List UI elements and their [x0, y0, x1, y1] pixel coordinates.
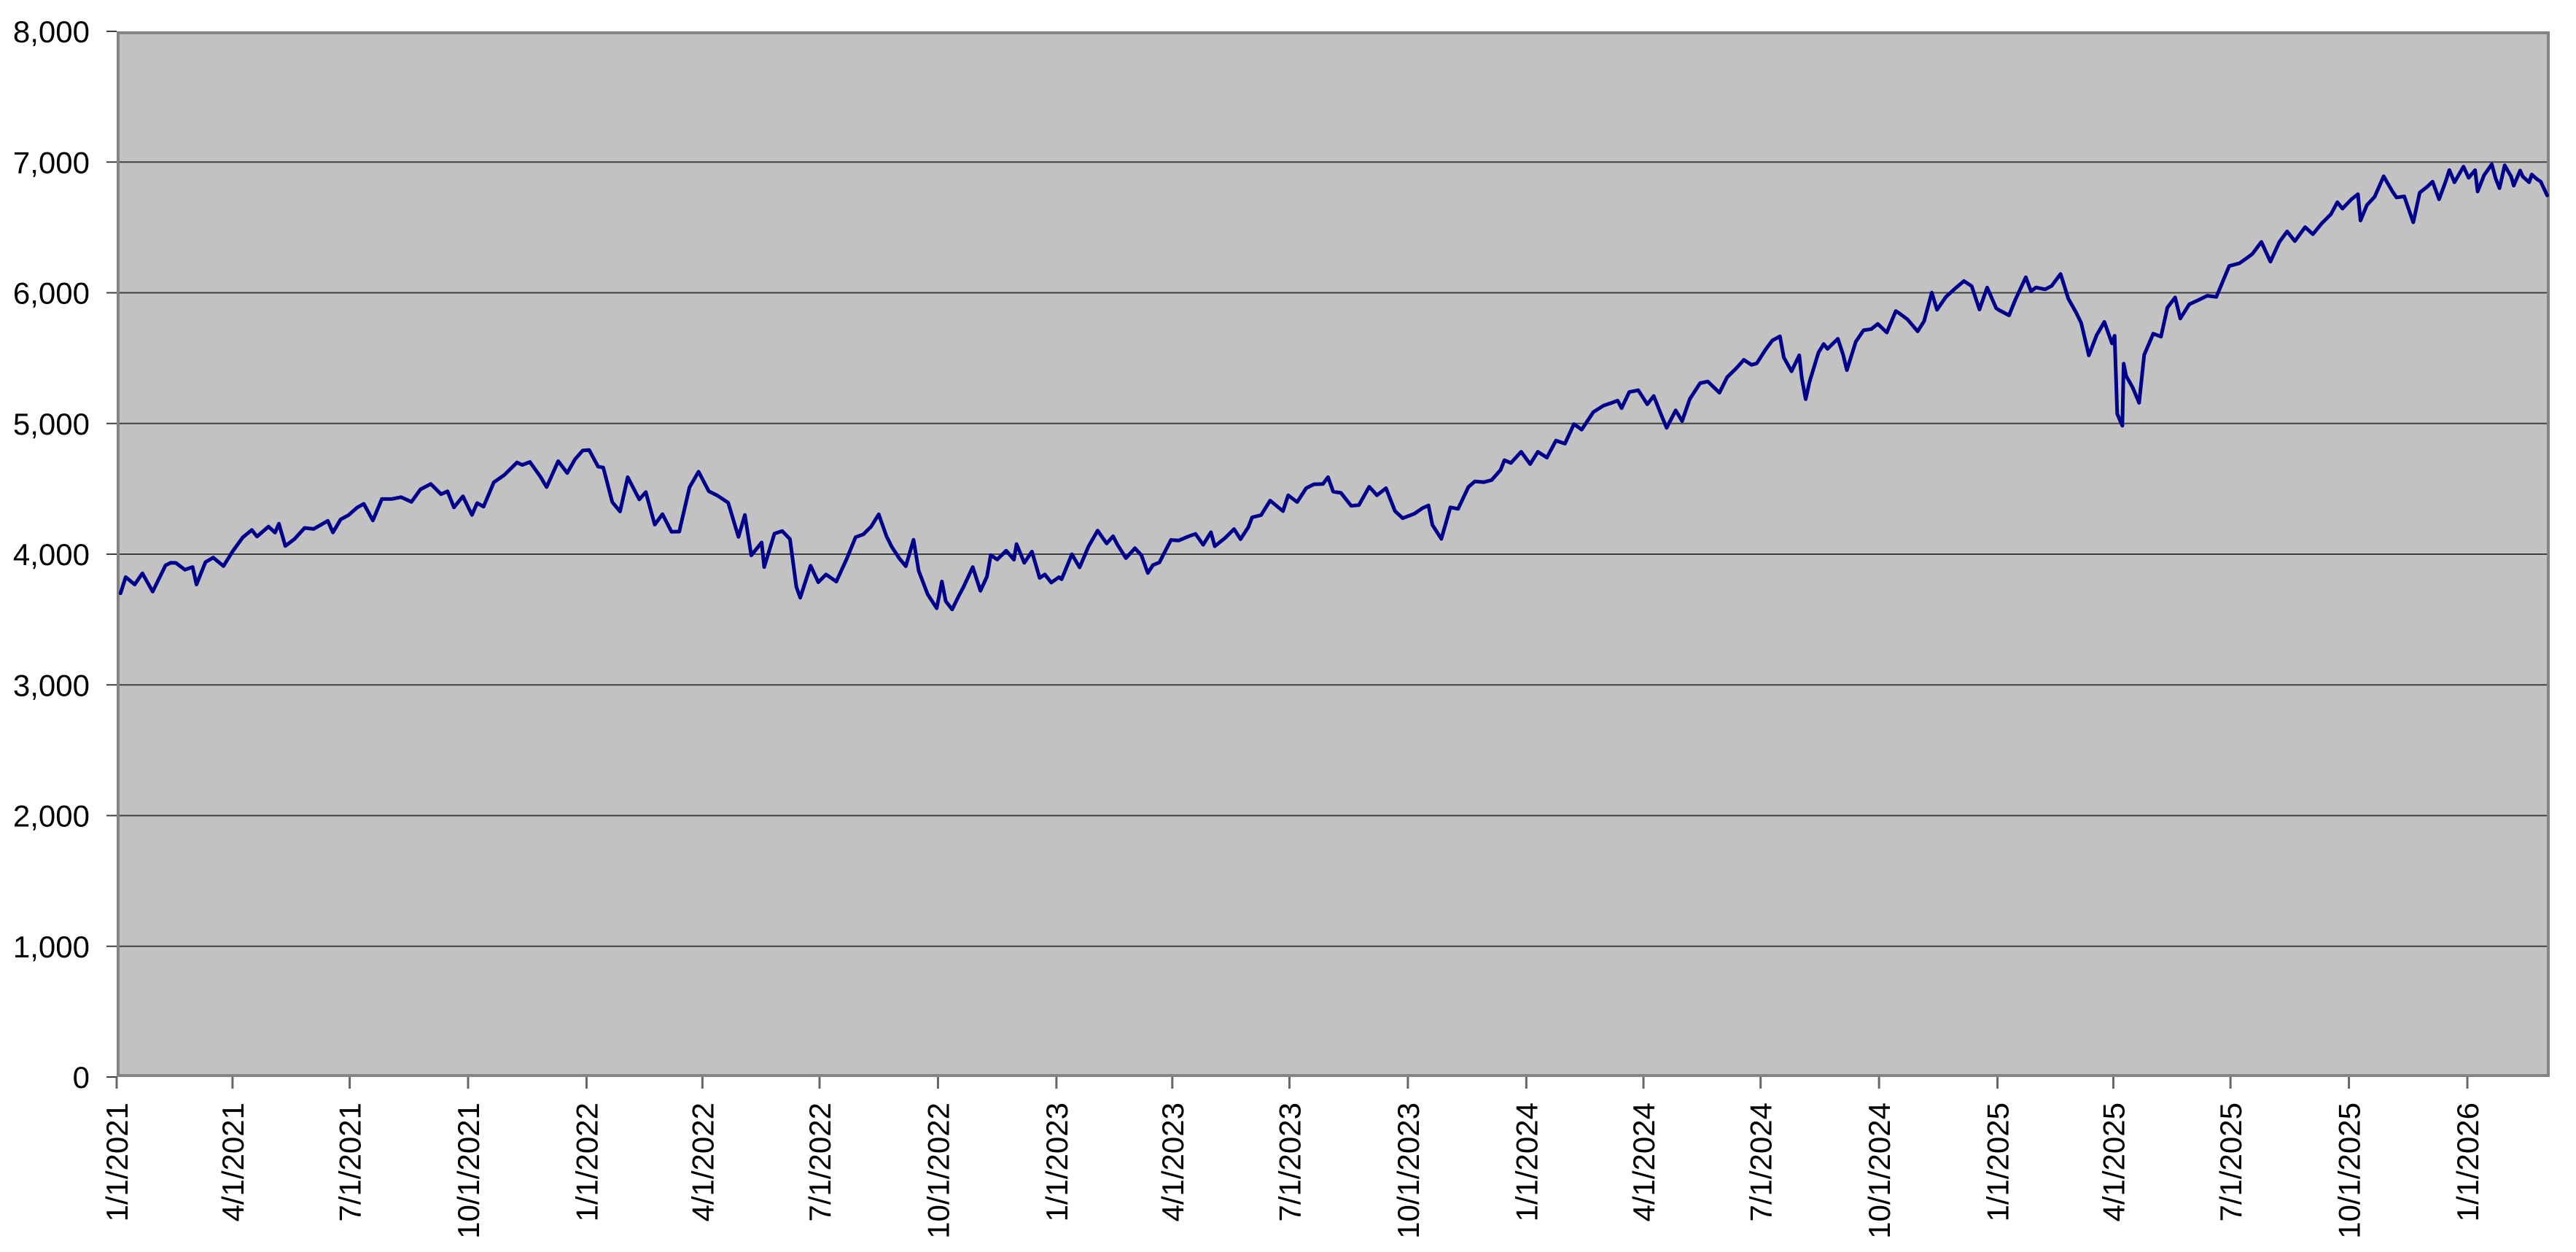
y-axis-ticks — [106, 31, 117, 1078]
x-axis-label: 4/1/2023 — [1156, 1103, 1190, 1222]
y-axis-label: 2,000 — [13, 799, 90, 833]
y-axis-label: 4,000 — [13, 537, 90, 572]
x-axis-label: 10/1/2023 — [1391, 1103, 1425, 1239]
x-axis-labels: 1/1/2021 4/1/2021 7/1/2021 10/1/2021 1/1/202… — [100, 1103, 2485, 1239]
y-axis-label: 7,000 — [13, 145, 90, 179]
y-axis-label: 3,000 — [13, 668, 90, 702]
x-axis-label: 1/1/2024 — [1509, 1103, 1544, 1222]
x-axis-label: 10/1/2025 — [2332, 1103, 2367, 1239]
x-axis-label: 7/1/2022 — [803, 1103, 837, 1222]
y-axis-label: 5,000 — [13, 407, 90, 441]
x-axis-label: 7/1/2024 — [1744, 1103, 1778, 1222]
x-axis-label: 10/1/2021 — [451, 1103, 486, 1239]
x-axis-label: 10/1/2024 — [1862, 1103, 1896, 1239]
x-axis-label: 4/1/2025 — [2096, 1103, 2131, 1222]
x-axis-label: 7/1/2025 — [2214, 1103, 2248, 1222]
y-axis-label: 1,000 — [13, 930, 90, 964]
y-axis-labels: 8,000 7,000 6,000 5,000 4,000 3,000 2,000 1,000… — [13, 15, 90, 1094]
x-axis-label: 4/1/2021 — [216, 1103, 250, 1222]
x-axis-label: 1/1/2023 — [1040, 1103, 1074, 1222]
y-axis-label: 0 — [73, 1060, 90, 1094]
x-axis-label: 1/1/2025 — [1981, 1103, 2015, 1222]
price-line — [118, 162, 2549, 612]
x-axis-label: 1/1/2021 — [100, 1103, 134, 1222]
x-axis-label: 1/1/2022 — [569, 1103, 604, 1222]
x-axis-ticks — [115, 1077, 2469, 1089]
x-axis-label: 1/1/2026 — [2451, 1103, 2485, 1222]
x-axis-label: 4/1/2024 — [1627, 1103, 1661, 1222]
y-axis-label: 6,000 — [13, 276, 90, 311]
y-axis-label: 8,000 — [13, 15, 90, 49]
x-axis-label: 7/1/2021 — [333, 1103, 367, 1222]
x-axis-label: 10/1/2022 — [921, 1103, 955, 1239]
plot-border — [117, 31, 2550, 1077]
x-axis-label: 4/1/2022 — [685, 1103, 720, 1222]
x-axis-label: 7/1/2023 — [1272, 1103, 1307, 1222]
gridlines — [117, 161, 2550, 947]
